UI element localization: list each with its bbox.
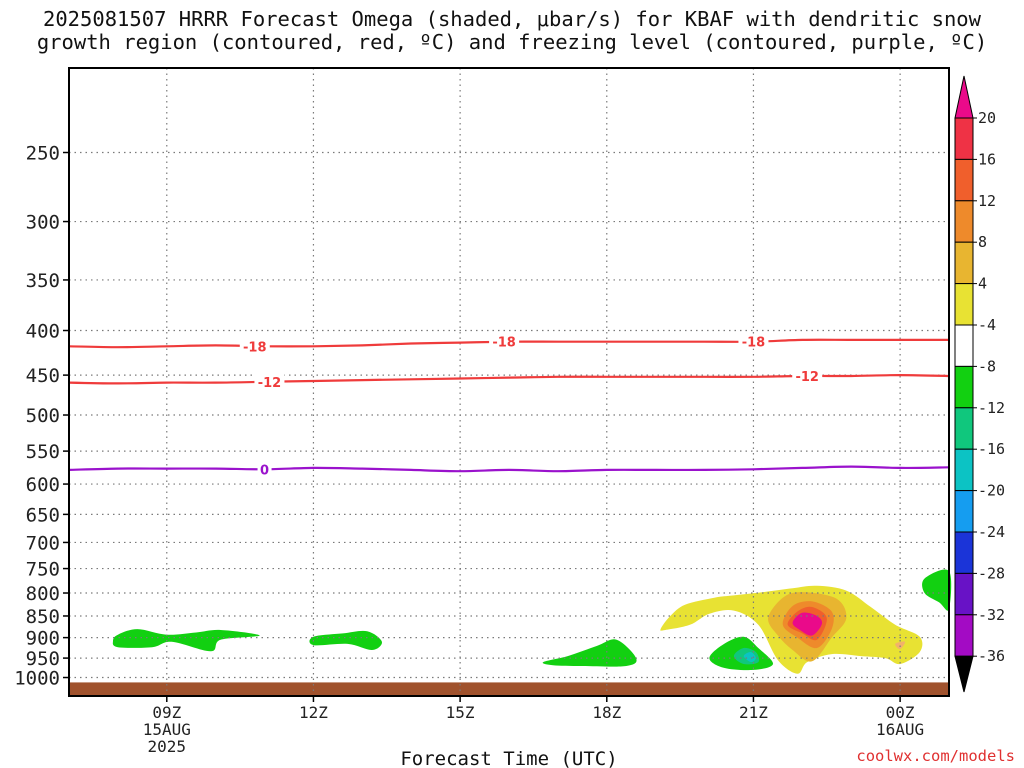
grid-layer	[69, 68, 949, 696]
omega-region-6	[922, 569, 952, 611]
contour-label-0-0: 0	[260, 463, 269, 478]
colorbar-segment-9	[954, 490, 974, 533]
contour-label--12-1: -12	[795, 370, 819, 385]
chart-title-line-1: 2025081507 HRRR Forecast Omega (shaded, …	[43, 7, 981, 31]
colorbar-label-13: -36	[978, 647, 1005, 665]
contour-label--12-0: -12	[258, 376, 282, 391]
omega-region-2	[542, 639, 637, 667]
y-tick-label-900: 900	[26, 628, 60, 650]
x-tick-label-21Z: 21Z	[739, 703, 768, 722]
colorbar-bottom-arrow	[954, 655, 974, 693]
y-tick-label-850: 850	[26, 606, 60, 628]
contour-label-bg--18-1	[489, 333, 520, 349]
terrain-layer	[69, 682, 949, 696]
colorbar-segment-10	[954, 531, 974, 574]
colorbar-label-2: 12	[978, 192, 996, 210]
colorbar-label-0: 20	[978, 109, 996, 127]
contour-label--18-0: -18	[243, 340, 267, 355]
colorbar-segment-2	[954, 200, 974, 243]
colorbar-label-10: -24	[978, 523, 1005, 541]
terrain-band	[69, 682, 949, 696]
x-tick-label-12Z: 12Z	[299, 703, 328, 722]
colorbar-segment-0	[954, 117, 974, 160]
colorbar-segment-11	[954, 572, 974, 616]
y-tick-label-950: 950	[26, 648, 60, 670]
colorbar-segment-6	[954, 365, 974, 409]
colorbar-segment-7	[954, 407, 974, 450]
colorbar-label-6: -8	[978, 357, 996, 375]
y-axis: 2503003504004505005506006507007508008509…	[14, 143, 69, 690]
y-tick-label-350: 350	[26, 270, 60, 292]
colorbar-segment-1	[954, 158, 974, 202]
x-date-label-00Z: 16AUG	[876, 720, 924, 739]
plot-frame	[68, 67, 950, 697]
x-tick-label-09Z: 09Z	[152, 703, 181, 722]
y-tick-label-400: 400	[26, 321, 60, 343]
colorbar-label-1: 16	[978, 150, 996, 168]
colorbar-segment-3	[954, 241, 974, 285]
omega-region-11	[792, 612, 823, 636]
contour-label--18-2: -18	[742, 336, 766, 351]
x-date-label-09Z: 15AUG	[143, 720, 191, 739]
y-tick-label-500: 500	[26, 405, 60, 427]
colorbar-label-8: -16	[978, 440, 1005, 458]
contour-label-bg-0-0	[257, 461, 272, 477]
y-tick-label-450: 450	[26, 365, 60, 387]
colorbar-label-7: -12	[978, 399, 1005, 417]
contour-label-bg--12-0	[254, 373, 285, 389]
x-axis-title: Forecast Time (UTC)	[400, 748, 617, 768]
x-year-label-09Z: 2025	[148, 737, 187, 756]
colorbar-segment-4	[954, 283, 974, 326]
chart-title-line-2: growth region (contoured, red, ºC) and f…	[36, 30, 988, 54]
omega-region-1	[309, 630, 382, 651]
y-tick-label-750: 750	[26, 559, 60, 581]
x-tick-label-15Z: 15Z	[446, 703, 475, 722]
colorbar-label-3: 8	[978, 233, 987, 251]
source-credit: coolwx.com/models	[856, 747, 1015, 765]
contour-line-0	[68, 465, 950, 473]
contour-label-bg--12-1	[792, 367, 823, 383]
y-tick-label-300: 300	[26, 212, 60, 234]
y-tick-label-550: 550	[26, 441, 60, 463]
contour-label-bg--18-2	[738, 333, 769, 349]
y-tick-label-600: 600	[26, 474, 60, 496]
y-tick-label-1000: 1000	[14, 668, 60, 690]
contour-label-bg--18-0	[239, 338, 270, 354]
colorbar-segment-12	[954, 614, 974, 657]
colorbar-label-12: -32	[978, 606, 1005, 624]
x-tick-label-18Z: 18Z	[592, 703, 621, 722]
omega-region-12	[895, 641, 906, 650]
y-tick-label-650: 650	[26, 504, 60, 526]
colorbar-top-arrow	[954, 75, 974, 119]
colorbar-segment-8	[954, 448, 974, 492]
y-tick-label-700: 700	[26, 532, 60, 554]
y-tick-label-250: 250	[26, 143, 60, 165]
y-tick-label-800: 800	[26, 583, 60, 605]
omega-region-0	[112, 629, 260, 652]
colorbar-label-9: -20	[978, 482, 1005, 500]
contour-label--18-1: -18	[492, 336, 516, 351]
x-tick-label-00Z: 00Z	[886, 703, 915, 722]
colorbar-label-5: -4	[978, 316, 996, 334]
colorbar-segment-5	[954, 324, 974, 367]
colorbar: 20 16 12 8 4 -4 -8 -12 -16 -20 -24 -28 -32 -36	[954, 75, 1005, 693]
contour-layer: -18 -18 -18 -12 -12 0	[68, 333, 950, 478]
omega-region-5	[743, 652, 756, 663]
colorbar-label-11: -28	[978, 564, 1005, 582]
colorbar-label-4: 4	[978, 275, 987, 293]
